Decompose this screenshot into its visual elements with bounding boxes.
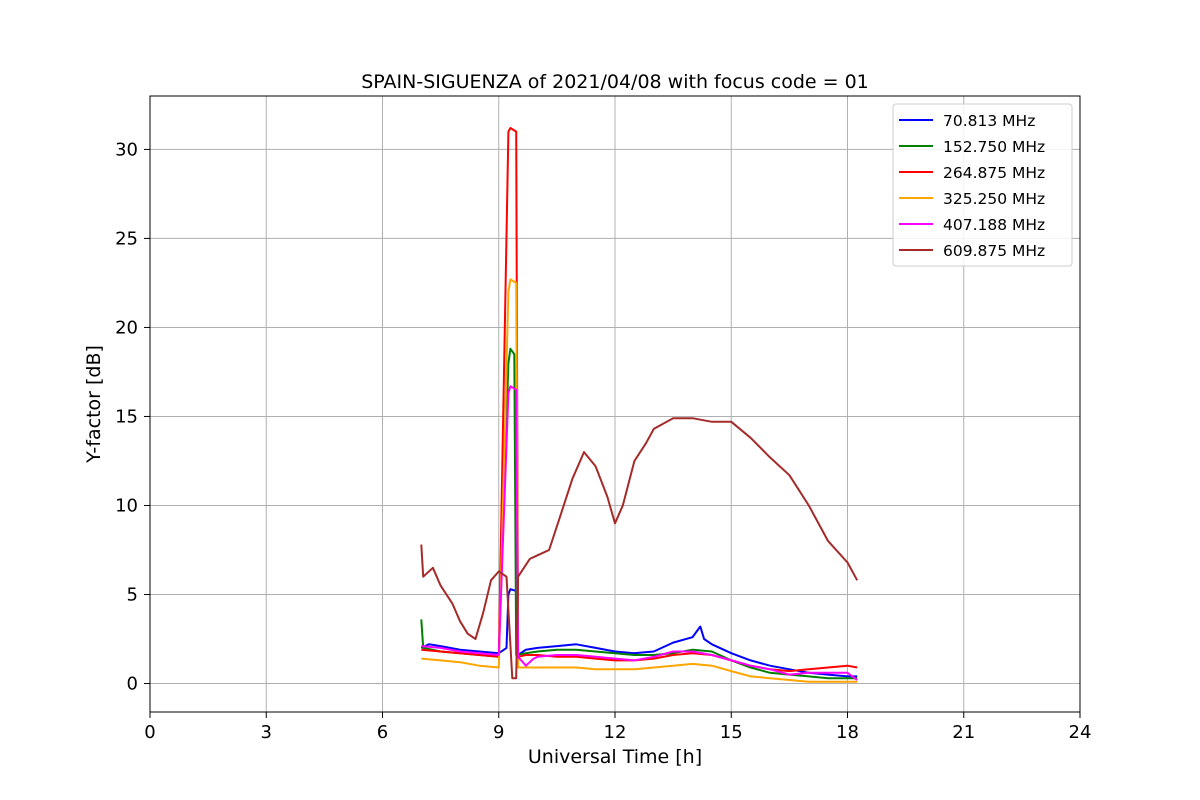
y-tick-label: 5: [127, 584, 138, 605]
y-tick-label: 0: [127, 674, 138, 695]
y-tick-label: 20: [115, 317, 138, 338]
y-tick-label: 15: [115, 406, 138, 427]
x-tick-label: 15: [720, 722, 743, 743]
x-tick-label: 21: [952, 722, 975, 743]
legend-label: 70.813 MHz: [943, 112, 1035, 130]
y-tick-label: 25: [115, 228, 138, 249]
legend-box: [892, 103, 1073, 267]
legend-label: 609.875 MHz: [943, 242, 1045, 260]
y-tick-label: 10: [115, 495, 138, 516]
series-line-2: [421, 127, 858, 673]
x-tick-label: 3: [261, 722, 272, 743]
x-tick-label: 12: [604, 722, 627, 743]
series-line-5: [420, 417, 859, 680]
legend: 70.813 MHz 152.750 MHz 264.875 MHz 325.250 …: [892, 103, 1073, 267]
chart-title: SPAIN-SIGUENZA of 2021/04/08 with focus …: [361, 71, 869, 93]
x-tick-label: 18: [836, 722, 859, 743]
x-tick-label: 0: [144, 722, 155, 743]
x-tick-label: 6: [377, 722, 388, 743]
y-axis-label: Y-factor [dB]: [83, 345, 105, 464]
series-line-4: [421, 385, 858, 681]
axis-ticks: 0 3 6 9 12 15 18 21 24 0 5 10 15 20 25 30: [115, 139, 1091, 743]
series-layer: [420, 127, 859, 683]
x-tick-label: 24: [1069, 722, 1092, 743]
legend-label: 407.188 MHz: [943, 216, 1045, 234]
legend-label: 264.875 MHz: [943, 164, 1045, 182]
x-tick-label: 9: [493, 722, 504, 743]
legend-label: 325.250 MHz: [943, 190, 1045, 208]
x-axis-label: Universal Time [h]: [528, 746, 702, 768]
y-tick-label: 30: [115, 139, 138, 160]
legend-label: 152.750 MHz: [943, 138, 1045, 156]
